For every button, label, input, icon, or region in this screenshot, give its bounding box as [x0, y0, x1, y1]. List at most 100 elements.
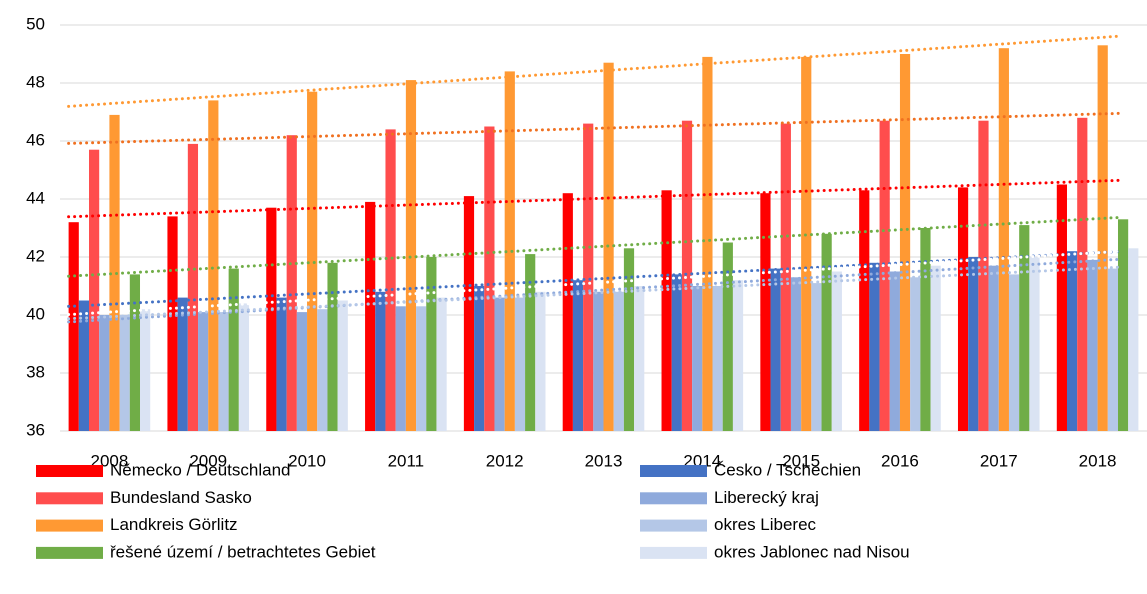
- bar: [623, 248, 635, 431]
- bar: [177, 297, 188, 431]
- legend-label: Německo / Deutschland: [110, 460, 290, 479]
- bar: [426, 257, 437, 431]
- bar: [119, 315, 130, 431]
- bar: [99, 315, 110, 431]
- bar: [692, 286, 703, 431]
- bar: [405, 80, 417, 431]
- bar: [722, 242, 733, 431]
- legend-swatch: [640, 546, 707, 559]
- trendline: [67, 249, 1120, 317]
- bar: [811, 283, 822, 431]
- bar: [760, 193, 771, 431]
- bar: [140, 309, 151, 431]
- legend-swatch: [640, 465, 707, 477]
- bar: [1117, 219, 1129, 431]
- bar: [770, 268, 781, 431]
- bar: [879, 120, 890, 431]
- trendline: [67, 265, 1120, 321]
- bar: [920, 228, 931, 431]
- bar: [988, 265, 999, 431]
- y-tick-label: 44: [26, 188, 45, 207]
- bar: [1107, 268, 1118, 431]
- bar: [78, 300, 90, 431]
- bar: [1019, 225, 1030, 431]
- bar: [484, 126, 495, 431]
- bar: [385, 129, 396, 431]
- legend-label: okres Jablonec nad Nisou: [714, 542, 910, 561]
- bar: [187, 143, 199, 431]
- trendline: [67, 257, 1120, 324]
- bar: [831, 271, 842, 431]
- bar: [286, 135, 297, 431]
- y-tick-label: 42: [26, 246, 45, 265]
- bar: [1029, 257, 1040, 431]
- bar: [968, 257, 979, 431]
- y-tick-label: 40: [26, 304, 45, 323]
- trendline: [67, 216, 1120, 278]
- bar: [228, 268, 239, 431]
- bar: [337, 300, 348, 431]
- bar: [1097, 45, 1108, 432]
- bar: [1066, 251, 1078, 431]
- bar: [535, 291, 546, 431]
- bar: [821, 233, 832, 431]
- legend-swatch: [640, 492, 707, 505]
- y-tick-label: 38: [26, 362, 45, 381]
- bar: [218, 312, 229, 431]
- legend-label: okres Liberec: [714, 515, 817, 534]
- bar: [712, 286, 723, 431]
- bar: [998, 48, 1009, 431]
- x-tick-label: 2016: [881, 451, 919, 470]
- bar: [494, 297, 505, 431]
- bar: [68, 222, 79, 431]
- x-tick-label: 2017: [980, 451, 1018, 470]
- bar: [1128, 248, 1139, 431]
- bar: [899, 54, 911, 431]
- bar: [634, 286, 645, 431]
- bar: [129, 274, 141, 431]
- legend-label: řešené území / betrachtetes Gebiet: [110, 542, 376, 561]
- bar: [910, 277, 921, 431]
- bar: [198, 312, 209, 431]
- legend-swatch: [36, 465, 103, 477]
- x-tick-label: 2011: [388, 451, 425, 470]
- x-tick-label: 2015: [782, 451, 820, 470]
- bar: [514, 297, 526, 431]
- bar: [463, 196, 475, 431]
- bar: [583, 123, 594, 431]
- bar: [375, 291, 386, 431]
- bar: [167, 216, 178, 431]
- bar: [681, 120, 693, 431]
- bar: [1056, 184, 1067, 431]
- y-tick-label: 50: [26, 14, 45, 33]
- bar: [436, 297, 447, 431]
- bar: [395, 306, 406, 431]
- bar: [266, 207, 277, 431]
- bar: [859, 190, 870, 431]
- bar: [1008, 274, 1020, 431]
- bar: [732, 280, 744, 431]
- y-tick-label: 48: [26, 72, 45, 91]
- trendline: [67, 111, 1120, 145]
- bar: [593, 291, 604, 431]
- bar: [801, 56, 812, 432]
- bar: [474, 286, 485, 431]
- bar: [276, 297, 287, 431]
- bar: [208, 100, 219, 432]
- bar: [327, 262, 338, 431]
- legend-label: Landkreis Görlitz: [110, 515, 238, 534]
- legend-swatch: [36, 546, 103, 559]
- bar: [416, 306, 427, 431]
- bar: [238, 303, 250, 431]
- bar: [978, 120, 989, 431]
- bar: [957, 187, 969, 431]
- bar: [89, 149, 100, 431]
- bar: [572, 280, 584, 431]
- legend-swatch: [36, 492, 103, 505]
- trendline: [67, 34, 1120, 108]
- y-tick-label: 46: [26, 130, 45, 149]
- x-tick-label: 2013: [585, 451, 623, 470]
- legend-swatch: [640, 519, 707, 532]
- bar: [661, 190, 672, 431]
